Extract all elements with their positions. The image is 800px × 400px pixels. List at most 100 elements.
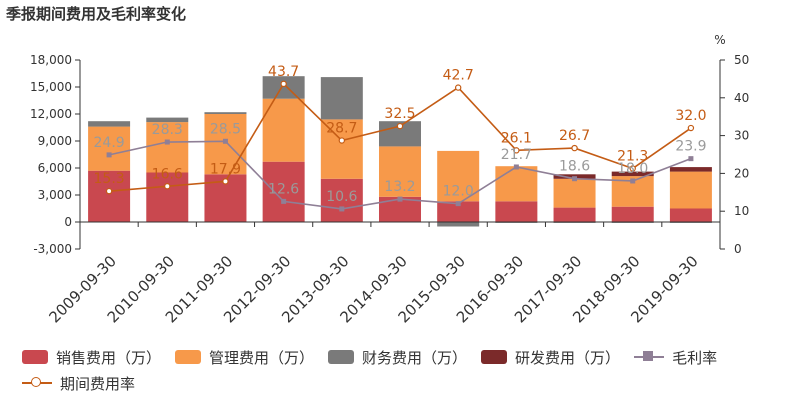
bar-segment-series-0 [495,201,538,222]
bar-segment-series-1 [669,171,712,209]
bar-segment-series-1 [88,126,131,171]
bar-segment-series-0 [437,201,480,222]
gross-margin-data-label: 18.6 [559,159,590,175]
bar-segment-series-0 [262,161,305,222]
line-point-gross-margin [455,201,461,207]
legend-label: 销售费用（万） [56,348,162,367]
legend-swatch [328,350,355,364]
gross-margin-data-label: 28.5 [210,121,241,137]
line-point-gross-margin [630,178,636,184]
expense-rate-data-label: 16.6 [152,166,183,182]
bar-segment-series-2 [437,222,480,227]
expense-rate-data-label: 21.3 [617,148,648,164]
line-point-expense-rate [513,147,520,154]
bar-segment-series-1 [320,119,363,179]
bar-segment-series-2 [146,117,189,123]
bar-segment-series-3 [611,171,654,177]
gross-margin-data-label: 13.2 [384,179,415,195]
line-point-expense-rate [280,80,287,88]
bar-segment-series-0 [146,172,189,222]
line-point-expense-rate [105,187,113,195]
gross-margin-data-label: 10.6 [326,189,357,205]
line-point-expense-rate [454,84,462,91]
bar-segment-series-1 [379,146,421,197]
expense-rate-data-label: 32.5 [384,106,415,122]
left-axis-tick-label: 3,000 [38,188,72,202]
gross-margin-data-label: 28.3 [152,122,183,138]
legend-square-marker [643,351,654,361]
bar-segment-series-1 [146,122,189,173]
legend-label: 期间费用率 [60,374,136,393]
legend-item: 期间费用率 [22,370,135,396]
bar-segment-series-1 [437,150,480,202]
bar-segment-series-0 [611,206,654,222]
left-axis-tick-label: 9,000 [38,134,72,148]
legend-label: 管理费用（万） [209,348,315,367]
right-axis-tick-label: 40 [734,91,749,105]
line-point-expense-rate [687,124,695,132]
left-axis-tick-label: 15,000 [30,80,72,94]
bar-segment-series-0 [88,170,131,222]
expense-rate-data-label: 15.3 [94,171,125,187]
legend-line-swatch [634,350,665,364]
gross-margin-data-label: 24.9 [94,135,125,151]
legend-swatch [481,350,508,364]
line-point-gross-margin [222,138,228,144]
line-point-gross-margin [513,164,519,170]
bar-segment-series-0 [553,207,596,222]
right-axis-tick-label: 50 [734,53,749,67]
expense-rate-data-label: 42.7 [443,68,474,84]
bar-segment-series-1 [495,166,538,202]
right-axis-tick-label: 0 [734,242,742,256]
line-point-gross-margin [164,139,170,145]
chart-canvas: -3,000 0 3,000 6,000 9,000 12,000 15,000 18,000… [30,33,749,326]
legend-label: 毛利率 [672,348,718,367]
left-axis-tick-label: -3,000 [33,242,72,256]
expense-rate-data-label: 17.9 [210,161,241,177]
left-axis-tick-label: 18,000 [30,53,72,67]
expense-rate-data-label: 43.7 [268,64,299,80]
line-point-gross-margin [106,152,112,158]
expense-rate-data-label: 26.1 [501,130,532,146]
legend-item: 财务费用（万） [328,344,467,370]
legend-swatch [22,350,48,364]
legend-label: 研发费用（万） [515,348,621,367]
right-axis-tick-label: 20 [734,166,749,180]
left-axis-tick-label: 0 [64,215,72,229]
expense-rate-data-label: 32.0 [675,108,706,124]
bar-segment-series-1 [262,98,305,162]
legend: 销售费用（万） 管理费用（万） 财务费用（万） 研发费用（万） 毛利率期间费用率 [22,344,792,396]
gross-margin-data-label: 18.0 [617,161,648,177]
bar-segment-series-2 [88,121,131,127]
line-point-gross-margin [339,206,345,212]
chart-title: 季报期间费用及毛利率变化 [6,5,187,23]
gross-margin-data-label: 12.0 [443,184,474,200]
line-point-expense-rate [571,144,578,152]
left-axis-tick-label: 6,000 [38,161,72,175]
expense-rate-data-label: 28.7 [326,121,357,137]
line-point-gross-margin [281,198,287,204]
bar-segment-series-0 [320,178,363,222]
right-axis-tick-label: 30 [734,129,749,143]
legend-label: 财务费用（万） [362,348,468,367]
bar-segment-series-1 [204,114,247,175]
gross-margin-data-label: 21.7 [501,147,532,163]
gross-margin-data-label: 23.9 [675,139,706,155]
line-point-expense-rate [338,137,346,144]
bar-segment-series-2 [320,77,363,120]
line-point-gross-margin [397,196,403,202]
legend-item: 销售费用（万） [22,344,161,370]
bar-segment-series-3 [669,167,712,172]
line-point-expense-rate [629,165,636,172]
line-point-expense-rate [164,183,171,190]
legend-item: 管理费用（万） [175,344,314,370]
line-point-gross-margin [572,176,578,182]
legend-swatch [175,350,202,364]
right-axis-tick-label: 10 [734,204,749,218]
legend-item: 毛利率 [634,344,717,370]
right-axis-unit: % [714,33,725,47]
line-point-expense-rate [396,122,404,130]
line-point-expense-rate [222,178,229,185]
bar-segment-series-1 [553,178,596,208]
legend-circle-marker [31,377,41,387]
